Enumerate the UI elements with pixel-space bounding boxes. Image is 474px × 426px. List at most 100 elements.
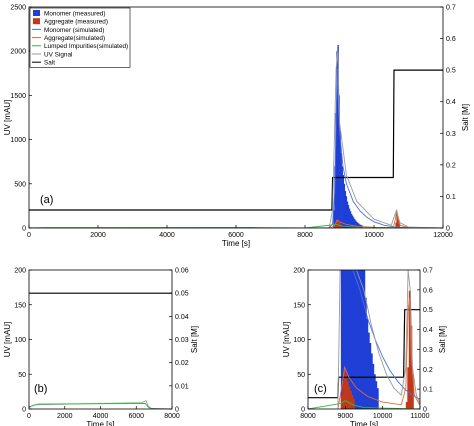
monomer-measured-bar	[346, 270, 349, 409]
legend-swatch	[33, 18, 40, 25]
monomer-measured-bar	[353, 219, 356, 228]
x-tick-label: 6000	[128, 413, 144, 420]
y-tick-label: 0	[22, 407, 26, 414]
aggregate-measured-bar	[352, 398, 355, 409]
x-tick-label: 10000	[373, 413, 393, 420]
aggregate-measured-bar	[351, 395, 354, 409]
panel-c: 8000 9000 10000 1100005010015020000.10.20.3…	[282, 268, 447, 426]
panel-label: (b)	[34, 383, 47, 395]
panel-label: (a)	[40, 194, 53, 206]
x-axis-label: Time [s]	[222, 239, 250, 248]
monomer-measured-bar	[352, 217, 355, 228]
y2-tick-label: 0.04	[175, 314, 189, 321]
monomer-measured-bar	[373, 374, 376, 409]
y2-tick-label: 0.1	[446, 194, 456, 201]
legend-entry: Monomer (simulated)	[44, 27, 104, 34]
aggregate-measured-bar	[340, 224, 342, 228]
y2-tick-label: 0.6	[446, 36, 456, 43]
y2-axis-label: Salt [M]	[461, 104, 470, 131]
monomer-measured-bar	[358, 223, 360, 228]
monomer-measured-bar	[338, 95, 340, 228]
y2-tick-label: 0.3	[446, 131, 456, 138]
monomer-measured-bar	[356, 221, 358, 228]
monomer-measured-bar	[336, 51, 338, 228]
aggregate-measured-bar	[341, 225, 343, 228]
y-tick-label: 0	[301, 407, 305, 414]
monomer-measured-bar	[352, 270, 355, 409]
monomer-measured-bar	[343, 183, 346, 228]
monomer-measured-bar	[351, 215, 354, 228]
monomer-measured-bar	[355, 270, 358, 409]
monomer-measured-bar	[357, 270, 360, 409]
y2-tick-label: 0.5	[423, 307, 433, 314]
monomer-measured-bar	[344, 190, 347, 228]
x-tick-label: 2000	[57, 413, 73, 420]
y2-tick-label: 0.03	[175, 337, 189, 344]
y2-tick-label: 0.4	[423, 327, 433, 334]
y2-tick-label: 0.7	[423, 268, 433, 275]
y-tick-label: 150	[14, 302, 26, 309]
monomer-measured-bar	[341, 166, 343, 228]
series-line-uv-signal	[29, 51, 443, 228]
monomer-measured-bar	[357, 222, 359, 228]
monomer-measured-bar	[342, 270, 345, 409]
aggregate-measured-bar	[342, 381, 345, 409]
x-tick-label: 0	[27, 413, 31, 420]
monomer-measured-bar	[339, 130, 341, 228]
monomer-measured-bar	[337, 45, 339, 228]
x-tick-label: 6000	[228, 232, 244, 239]
y2-tick-label: 0.02	[175, 360, 189, 367]
aggregate-measured-bar	[348, 386, 351, 409]
monomer-measured-bar	[342, 174, 345, 228]
y2-tick-label: 0	[175, 407, 179, 414]
monomer-measured-bar	[348, 270, 351, 409]
monomer-measured-bar	[335, 113, 337, 228]
x-tick-label: 4000	[159, 232, 175, 239]
monomer-measured-bar	[340, 270, 343, 409]
y-tick-label: 150	[293, 302, 305, 309]
monomer-measured-bar	[375, 381, 378, 409]
series-line-monomer-simulated	[339, 270, 420, 400]
y2-tick-label: 0.05	[175, 291, 189, 298]
series-line-uv-signal	[337, 270, 420, 409]
aggregate-measured-bar	[397, 217, 399, 228]
y-axis-label: UV [mAU]	[282, 322, 291, 358]
monomer-measured-bar	[358, 270, 361, 409]
monomer-measured-bar	[340, 152, 342, 228]
y2-tick-label: 0.4	[446, 99, 456, 106]
panel-a: 0 2000 4000 6000 8000 10000 120000500100015002…	[3, 5, 470, 249]
monomer-measured-bar	[334, 166, 336, 228]
monomer-measured-bar	[376, 388, 379, 409]
series-line-monomer-simulated	[328, 68, 443, 228]
panel-b: 0 2000 4000 6000 800005010015020000.010.020.…	[3, 268, 199, 426]
aggregate-measured-bar	[410, 325, 413, 409]
aggregate-measured-bar	[395, 222, 397, 228]
monomer-measured-bar	[355, 220, 357, 228]
panel-label: (c)	[314, 383, 327, 395]
x-axis-label: Time [s]	[86, 420, 114, 426]
y-tick-label: 2000	[10, 49, 26, 56]
y-tick-label: 50	[297, 372, 305, 379]
aggregate-measured-bar	[396, 212, 398, 228]
aggregate-measured-bar	[407, 367, 410, 409]
monomer-measured-bar	[354, 270, 357, 409]
y-tick-label: 500	[14, 181, 26, 188]
monomer-measured-bar	[363, 270, 366, 409]
y2-tick-label: 0	[423, 407, 427, 414]
series-line-lumped-impurities-simulated	[308, 400, 420, 409]
y-tick-label: 0	[22, 226, 26, 233]
monomer-measured-bar	[345, 270, 348, 409]
monomer-measured-bar	[343, 270, 346, 409]
y-tick-label: 200	[293, 268, 305, 275]
y-tick-label: 100	[293, 337, 305, 344]
x-tick-label: 8000	[300, 413, 316, 420]
x-tick-label: 11000	[411, 413, 430, 420]
y2-tick-label: 0.7	[446, 5, 456, 12]
monomer-measured-bar	[349, 211, 352, 228]
plot-area	[29, 292, 172, 409]
plot-frame	[28, 269, 173, 410]
y-tick-label: 2500	[10, 5, 26, 12]
monomer-measured-bar	[360, 270, 363, 409]
legend-entry: Salt	[44, 60, 55, 67]
y2-tick-label: 0.2	[423, 367, 433, 374]
